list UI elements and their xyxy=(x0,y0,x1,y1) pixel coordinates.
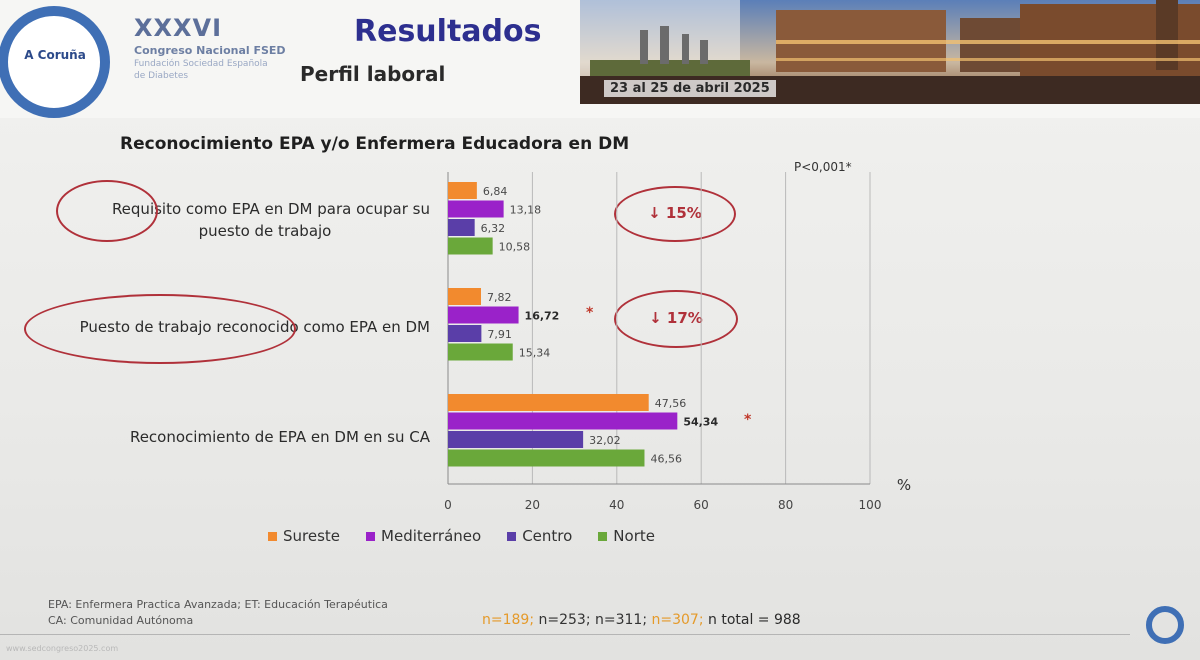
highlight-oval-requisito xyxy=(56,180,158,242)
bar-3-norte xyxy=(448,449,645,467)
category-label-3: Reconocimiento de EPA en DM en su CA xyxy=(129,428,430,446)
congress-name: Congreso Nacional FSED xyxy=(134,44,286,57)
footer-divider xyxy=(0,634,1130,635)
bar-value-label-1-3: 6,32 xyxy=(481,222,506,235)
x-tick-label-20: 20 xyxy=(525,498,540,512)
page-title: Resultados xyxy=(354,14,542,49)
x-tick-label-0: 0 xyxy=(444,498,452,512)
bar-value-label-2-1: 7,82 xyxy=(487,291,512,304)
footnote-ca: CA: Comunidad Autónoma xyxy=(48,614,194,627)
bar-2-centro xyxy=(448,325,482,342)
legend: Sureste Mediterráneo Centro Norte xyxy=(268,527,655,545)
ring-logo xyxy=(1146,606,1184,644)
bar-value-label-1-4: 10,58 xyxy=(499,241,530,254)
n-total: n total = 988 xyxy=(708,612,801,628)
highlight-oval-puesto xyxy=(24,294,296,364)
legend-swatch-mediterraneo xyxy=(366,531,376,541)
n-norte: n=307; xyxy=(651,612,704,628)
bar-value-label-2-2: 16,72 xyxy=(525,310,560,323)
footnote-abbreviations: EPA: Enfermera Practica Avanzada; ET: Ed… xyxy=(48,598,388,611)
highlight-oval-delta-2 xyxy=(614,290,738,348)
legend-item-mediterraneo: Mediterráneo xyxy=(366,527,481,545)
x-tick-label-40: 40 xyxy=(609,498,624,512)
city-photo xyxy=(580,0,1200,104)
n-sureste: n=189; xyxy=(482,612,535,628)
event-dates: 23 al 25 de abril 2025 xyxy=(604,80,776,97)
p-value: P<0,001* xyxy=(794,160,852,174)
legend-label-centro: Centro xyxy=(522,527,573,545)
legend-item-sureste: Sureste xyxy=(268,527,340,545)
delta-badge-2: ↓ 17% xyxy=(649,309,703,327)
bar-value-label-3-4: 46,56 xyxy=(650,453,682,466)
bar-2-norte xyxy=(448,343,513,361)
x-tick-label-80: 80 xyxy=(778,498,793,512)
logo-text: A Coruña xyxy=(24,48,86,62)
significance-star-2: * xyxy=(744,412,752,428)
n-mediterraneo: n=253; xyxy=(538,612,591,628)
legend-swatch-centro xyxy=(507,531,517,541)
footer-url: www.sedcongreso2025.com xyxy=(6,644,119,653)
bar-2-mediterrneo xyxy=(448,306,519,324)
sample-sizes: n=189; n=253; n=311; n=307; n total = 98… xyxy=(482,612,801,628)
category-label-1-line-1: Requisito como EPA en DM para ocupar su xyxy=(111,200,430,218)
significance-star-1: * xyxy=(586,305,594,321)
congress-logo xyxy=(0,6,110,118)
legend-swatch-norte xyxy=(598,531,608,541)
bar-1-centro xyxy=(448,219,475,236)
legend-item-centro: Centro xyxy=(507,527,572,545)
category-label-1: Requisito como EPA en DM para ocupar su … xyxy=(60,198,430,242)
congress-number: XXXVI xyxy=(134,14,223,42)
category-label-1-line-2: puesto de trabajo xyxy=(198,222,332,240)
bar-1-mediterrneo xyxy=(448,200,504,218)
legend-label-sureste: Sureste xyxy=(283,527,341,545)
chart-title: Reconocimiento EPA y/o Enfermera Educado… xyxy=(120,134,630,154)
bar-1-norte xyxy=(448,237,493,255)
bar-value-label-1-2: 13,18 xyxy=(510,204,542,217)
n-centro: n=311; xyxy=(595,612,648,628)
legend-swatch-sureste xyxy=(268,531,277,541)
bar-value-label-3-3: 32,02 xyxy=(589,434,621,447)
bar-2-sureste xyxy=(448,288,482,305)
bar-1-sureste xyxy=(448,182,477,199)
legend-item-norte: Norte xyxy=(598,527,655,545)
bar-value-label-1-1: 6,84 xyxy=(483,185,508,198)
legend-label-mediterraneo: Mediterráneo xyxy=(381,527,482,545)
x-tick-label-100: 100 xyxy=(859,498,882,512)
x-tick-label-60: 60 xyxy=(694,498,709,512)
highlight-oval-delta-1 xyxy=(614,186,736,242)
bar-3-mediterrneo xyxy=(448,412,678,430)
legend-label-norte: Norte xyxy=(613,527,655,545)
page-subtitle: Perfil laboral xyxy=(300,62,446,86)
bar-value-label-2-3: 7,91 xyxy=(487,328,512,341)
delta-badge-1: ↓ 15% xyxy=(648,204,702,222)
bar-value-label-3-2: 54,34 xyxy=(683,416,718,429)
congress-org: Fundación Sociedad Española de Diabetes xyxy=(134,59,268,81)
bar-value-label-3-1: 47,56 xyxy=(655,397,687,410)
bar-3-centro xyxy=(448,431,584,448)
bar-value-label-2-4: 15,34 xyxy=(519,347,551,360)
x-axis-unit: % xyxy=(897,476,911,494)
bar-3-sureste xyxy=(448,394,649,411)
